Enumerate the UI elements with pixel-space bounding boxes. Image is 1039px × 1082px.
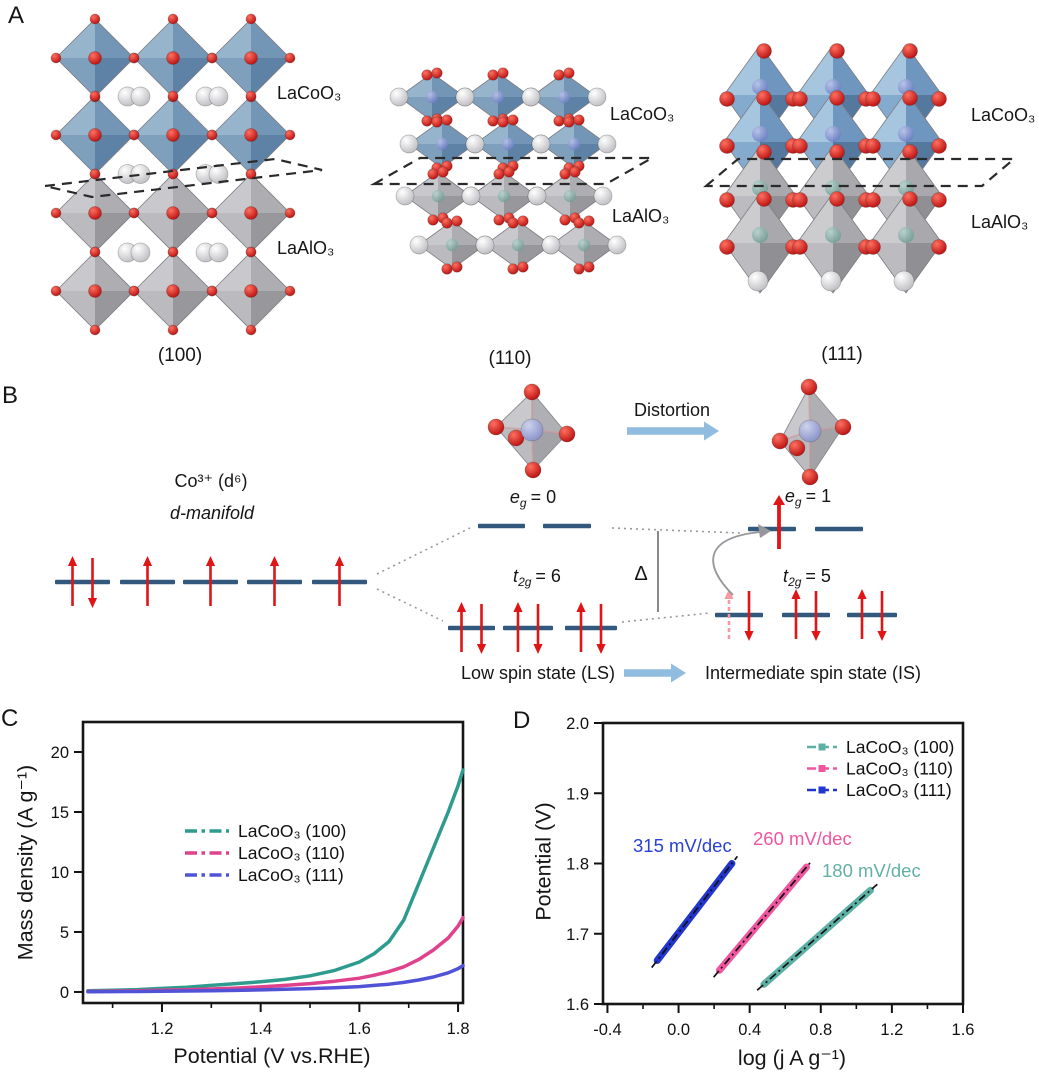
- svg-text:1.7: 1.7: [566, 926, 589, 944]
- svg-text:1.4: 1.4: [249, 1020, 272, 1038]
- panel-c-letter: C: [1, 705, 19, 732]
- svg-text:1.9: 1.9: [566, 785, 589, 803]
- eg0-label: eg = 0: [509, 487, 557, 510]
- panel-b-letter: B: [2, 382, 19, 409]
- structure-100-phase-top: LaCoO₃: [277, 83, 342, 103]
- svg-text:0.8: 0.8: [809, 1021, 832, 1039]
- crystal-structure-110: [369, 67, 657, 275]
- tafel-plot-chart: -0.4 0.0 0.4 0.8 1.2 1.6 1.6 1.7 1.8 1.9 2.0 LaCoO₃…: [566, 715, 975, 1039]
- legend-entry: LaCoO₃ (111): [238, 865, 344, 885]
- flow-arrow: [627, 421, 719, 441]
- electron-promotion-arrow: [712, 531, 761, 596]
- svg-text:1.2: 1.2: [880, 1021, 903, 1039]
- structure-100-plane-label: (100): [157, 345, 203, 366]
- panel-a-letter: A: [8, 2, 25, 29]
- flow-arrow: [624, 663, 686, 683]
- svg-text:1.8: 1.8: [447, 1020, 470, 1038]
- structure-110-phase-top: LaCoO₃: [610, 104, 675, 124]
- svg-text:15: 15: [51, 804, 69, 822]
- legend-entry: LaCoO₃ (111): [846, 780, 952, 800]
- tafel-slope-annotation: 260 mV/dec: [753, 828, 852, 849]
- legend-entry: LaCoO₃ (110): [846, 759, 953, 779]
- svg-text:1.6: 1.6: [952, 1021, 975, 1039]
- crystal-structure-111: [702, 43, 1018, 294]
- spin-state-diagram: [55, 378, 897, 683]
- eg1-label: eg = 1: [784, 486, 832, 509]
- structure-100-phase-bottom: LaAlO₃: [277, 238, 335, 258]
- chart-d-x-axis-title: log (j A g⁻¹): [737, 1046, 847, 1070]
- t2g6-label: t2g = 6: [513, 566, 561, 589]
- tafel-slope-annotation: 315 mV/dec: [633, 835, 732, 856]
- structure-110-plane-label: (110): [488, 348, 532, 369]
- svg-text:0: 0: [60, 984, 69, 1002]
- intermediate-spin-state-label: Intermediate spin state (IS): [704, 663, 922, 683]
- structure-111-phase-top: LaCoO₃: [971, 105, 1036, 125]
- svg-text:1.6: 1.6: [348, 1020, 371, 1038]
- svg-text:1.2: 1.2: [150, 1020, 173, 1038]
- distortion-label: Distortion: [633, 400, 711, 420]
- svg-text:2.0: 2.0: [566, 715, 589, 733]
- chart-c-x-axis-title: Potential (V vs.RHE): [173, 1044, 371, 1068]
- chart-c-y-axis-title: Mass density (A g⁻¹): [13, 764, 38, 961]
- svg-text:-0.4: -0.4: [593, 1021, 621, 1039]
- crystal-structures-panel: [44, 13, 1018, 336]
- svg-text:0.0: 0.0: [667, 1021, 690, 1039]
- svg-text:1.6: 1.6: [566, 996, 589, 1014]
- svg-text:20: 20: [51, 744, 69, 762]
- panel-d-letter: D: [513, 707, 531, 734]
- structure-111-plane-label: (111): [821, 344, 863, 365]
- legend-entry: LaCoO₃ (100): [846, 737, 954, 757]
- legend-entry: LaCoO₃ (110): [238, 843, 345, 863]
- low-spin-state-label: Low spin state (LS): [460, 663, 616, 683]
- svg-text:0.4: 0.4: [738, 1021, 761, 1039]
- d-manifold-label: d-manifold: [169, 503, 255, 523]
- cobalt-ion-label: Co³⁺ (d⁶): [174, 471, 248, 491]
- crystal-structure-100: [44, 13, 323, 336]
- svg-text:5: 5: [60, 924, 69, 942]
- structure-110-phase-bottom: LaAlO₃: [612, 206, 670, 226]
- structure-111-phase-bottom: LaAlO₃: [971, 212, 1029, 232]
- chart-d-y-axis-title: Potential (V): [531, 802, 556, 921]
- legend-entry: LaCoO₃ (100): [238, 821, 346, 841]
- svg-text:1.8: 1.8: [566, 856, 589, 874]
- tafel-slope-annotation: 180 mV/dec: [822, 860, 921, 881]
- crystal-field-splitting-label: Δ: [634, 563, 648, 585]
- t2g5-label: t2g = 5: [783, 566, 831, 589]
- svg-text:10: 10: [51, 864, 69, 882]
